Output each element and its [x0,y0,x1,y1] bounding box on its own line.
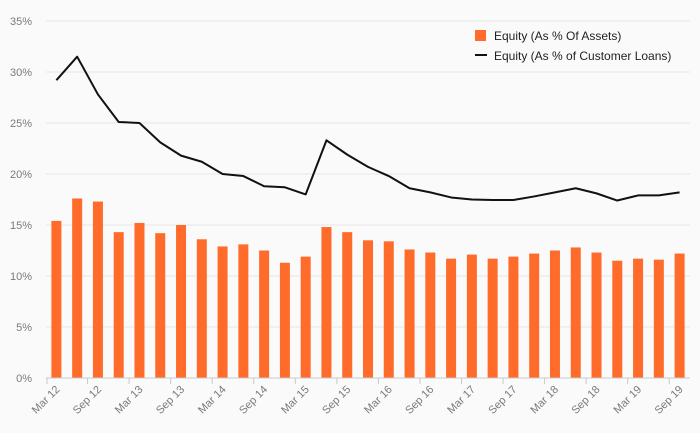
x-tick-label: Mar 13 [113,384,146,417]
legend-swatch-bar [475,30,486,41]
legend: Equity (As % Of Assets) Equity (As % of … [475,29,671,63]
x-axis: Mar 12 Sep 12 Mar 13 Sep 13 Mar 14 Sep 14 Mar … [30,377,690,417]
x-tick-label: Sep 14 [237,384,270,417]
bar [612,260,623,378]
bar [591,252,602,378]
bar [238,244,249,378]
bar [404,249,415,378]
y-tick-label: 35% [10,16,32,28]
bar [383,241,394,378]
bar [342,232,353,378]
line-series [55,55,680,202]
bar [279,262,290,378]
x-tick-label: Mar 15 [279,384,312,417]
bar [425,252,436,378]
x-tick-label: Mar 19 [611,384,644,417]
y-tick-label: 30% [10,67,32,79]
bar [321,227,332,378]
bar-series [51,198,685,378]
series-line [55,55,680,202]
bar [176,225,187,378]
bar [446,258,457,378]
y-tick-label: 25% [10,118,32,130]
bar [363,240,373,378]
bar [508,256,519,378]
bar [466,254,477,378]
y-axis-ticks: 0% 5% 10% 15% 20% 25% 30% 35% [10,16,32,385]
x-tick-label: Sep 16 [403,384,436,417]
bar [113,232,124,378]
grid-lines [46,20,690,328]
bar [674,253,685,378]
y-tick-label: 15% [10,220,32,232]
bar [529,253,540,378]
bar [196,239,207,378]
y-tick-label: 0% [16,373,32,385]
bar [51,220,62,378]
bar [300,256,311,378]
x-tick-label: Sep 19 [653,384,686,417]
bar [92,201,103,378]
bar [72,198,83,378]
x-tick-label: Sep 17 [486,384,519,417]
bar [217,246,228,378]
bar [570,247,581,378]
bar [134,222,145,378]
x-tick-label: Sep 13 [154,384,187,417]
x-tick-label: Sep 18 [569,384,602,417]
bar [259,250,270,378]
bar [487,258,498,378]
bar [549,250,560,378]
legend-label-bar: Equity (As % Of Assets) [494,29,621,43]
x-tick-label: Mar 17 [445,384,478,417]
x-tick-label: Mar 16 [362,384,395,417]
bar [653,259,664,378]
y-tick-label: 10% [10,271,32,283]
y-tick-label: 20% [10,169,32,181]
bar [155,233,166,378]
x-tick-label: Sep 15 [320,384,353,417]
x-tick-label: Mar 14 [196,384,229,417]
x-tick-label: Mar 12 [30,384,63,417]
bar [633,258,644,378]
x-tick-label: Sep 12 [71,384,104,417]
legend-label-line: Equity (As % of Customer Loans) [494,49,671,63]
x-tick-label: Mar 18 [528,384,561,417]
y-tick-label: 5% [16,322,32,334]
